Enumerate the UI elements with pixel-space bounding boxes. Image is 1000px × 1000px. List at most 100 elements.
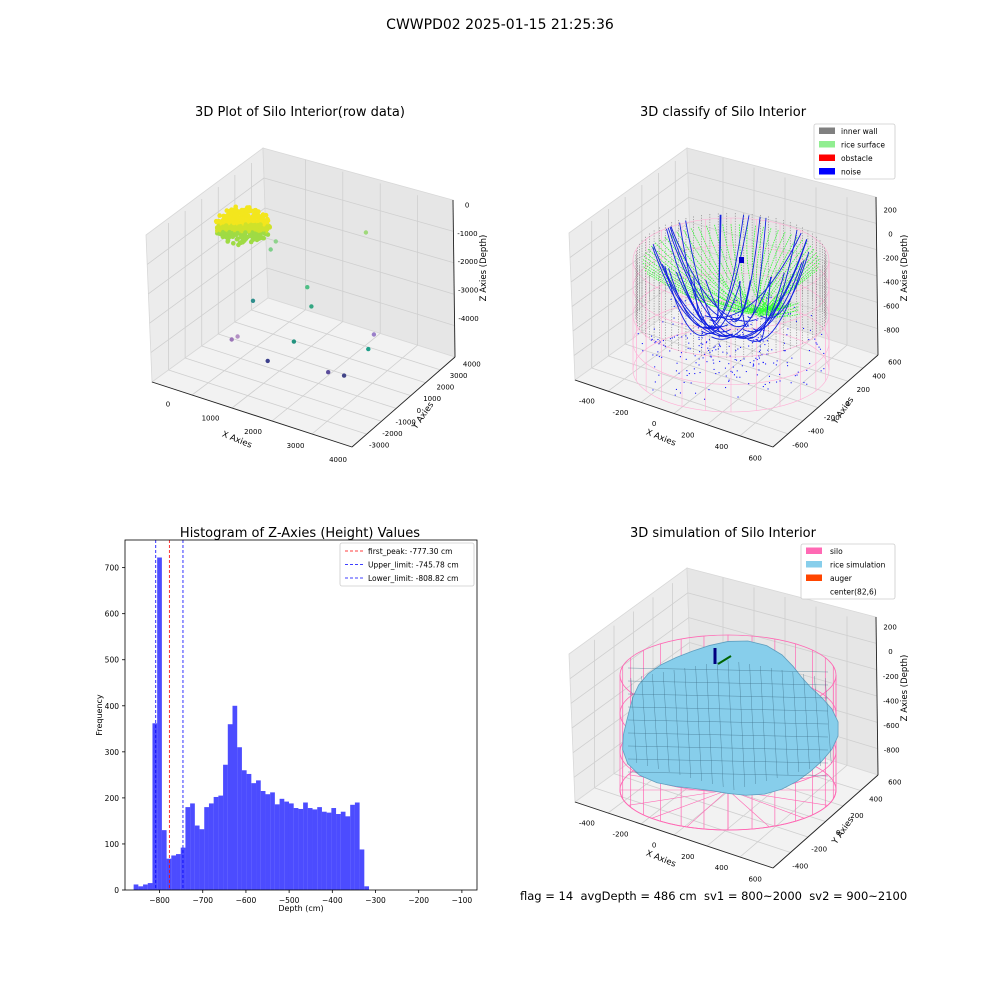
noise-point [823, 352, 825, 354]
noise-point [818, 346, 820, 348]
noise-point [737, 329, 739, 331]
grid-line [640, 315, 755, 403]
noise-point [655, 340, 657, 342]
cluster-point [214, 225, 220, 230]
x-tick-label: −200 [408, 896, 429, 905]
y-tick-label: 200 [105, 794, 120, 803]
noise-point [758, 363, 760, 365]
noise-point [701, 337, 703, 339]
noise-point [684, 300, 686, 302]
data-point [305, 285, 310, 290]
histogram-bar [152, 723, 158, 890]
noise-point [661, 356, 663, 358]
noise-point [678, 372, 680, 374]
z-tick-label: -3000 [458, 286, 478, 294]
data-point [273, 239, 278, 244]
noise-point [722, 330, 724, 332]
noise-point [750, 323, 752, 325]
data-point [268, 247, 273, 252]
legend-label: first_peak: -777.30 cm [368, 547, 452, 556]
legend-box [813, 123, 896, 180]
z-tick-label: -4000 [458, 315, 478, 323]
grid-line [191, 309, 306, 396]
grid-line [263, 177, 454, 232]
noise-point [657, 351, 659, 353]
y-tick-label: 400 [105, 702, 120, 711]
grid-line [271, 333, 381, 422]
cluster-point [221, 213, 226, 219]
y-axis-title: Y Axies [410, 400, 437, 432]
noise-point [779, 373, 781, 375]
noise-point [642, 350, 644, 352]
noise-point [795, 320, 797, 322]
noise-point [787, 313, 789, 315]
surface-mesh [749, 663, 756, 785]
noise-point [743, 325, 745, 327]
cluster-point [256, 209, 261, 214]
cluster-point [220, 224, 226, 230]
surface-mesh [627, 719, 829, 725]
noise-point [787, 328, 789, 330]
noise-point [753, 364, 755, 366]
noise-points [716, 214, 721, 318]
noise-point [759, 345, 761, 347]
noise-point [761, 354, 763, 356]
cluster-point [251, 218, 256, 223]
x-tick-label: −300 [365, 896, 386, 905]
noise-points [652, 244, 734, 337]
data-point [366, 346, 371, 352]
noise-point [737, 348, 739, 350]
cluster-point [254, 226, 259, 232]
noise-point [709, 351, 711, 353]
silo-floor-wire [651, 789, 729, 819]
histogram-bar [303, 802, 308, 890]
noise-point [714, 321, 716, 323]
noise-point [719, 346, 721, 348]
histogram-bar [359, 849, 365, 890]
rice-surface-points [757, 266, 819, 316]
simulation-3d-plot: 3D simulation of Silo Interior-400-20002… [568, 526, 910, 883]
noise-points [756, 276, 772, 343]
x-axis-title: Depth (cm) [278, 904, 323, 913]
noise-point [758, 369, 760, 371]
noise-point [725, 387, 727, 389]
noise-point [726, 352, 728, 354]
grid-line [264, 207, 454, 264]
noise-point [783, 350, 785, 352]
noise-point [704, 398, 706, 400]
noise-point [737, 314, 739, 316]
noise-point [760, 335, 762, 337]
noise-point [681, 323, 683, 325]
cluster-point [234, 219, 240, 224]
noise-point [652, 389, 654, 391]
noise-point [809, 329, 811, 331]
noise-point [731, 323, 733, 325]
cluster-point [258, 228, 263, 233]
histogram-bar [260, 790, 266, 890]
noise-point [732, 366, 734, 368]
classify-3d-plot: 3D classify of Silo Interior-400-2000200… [568, 105, 910, 462]
noise-point [769, 382, 771, 384]
noise-point [756, 319, 758, 321]
legend-swatch [819, 127, 835, 134]
noise-points [701, 281, 741, 335]
grid-line [673, 325, 786, 414]
noise-point [768, 375, 770, 377]
histogram-bar [321, 811, 327, 890]
surface-mesh [627, 758, 829, 764]
cluster-point [248, 239, 254, 245]
cluster-point [256, 213, 262, 219]
histogram-bar [251, 783, 257, 890]
cluster-point [258, 218, 264, 224]
y-tick-label: 0 [114, 886, 119, 895]
rice-surface-points [758, 239, 803, 310]
noise-point [757, 337, 759, 339]
cluster-point [236, 242, 241, 248]
grid-line [675, 307, 864, 369]
surface-mesh [814, 675, 821, 767]
noise-point [823, 368, 825, 370]
y-axis-title: Frequency [95, 694, 104, 736]
noise-points [679, 222, 718, 329]
noise-point [756, 359, 758, 361]
surface-mesh [684, 667, 691, 779]
